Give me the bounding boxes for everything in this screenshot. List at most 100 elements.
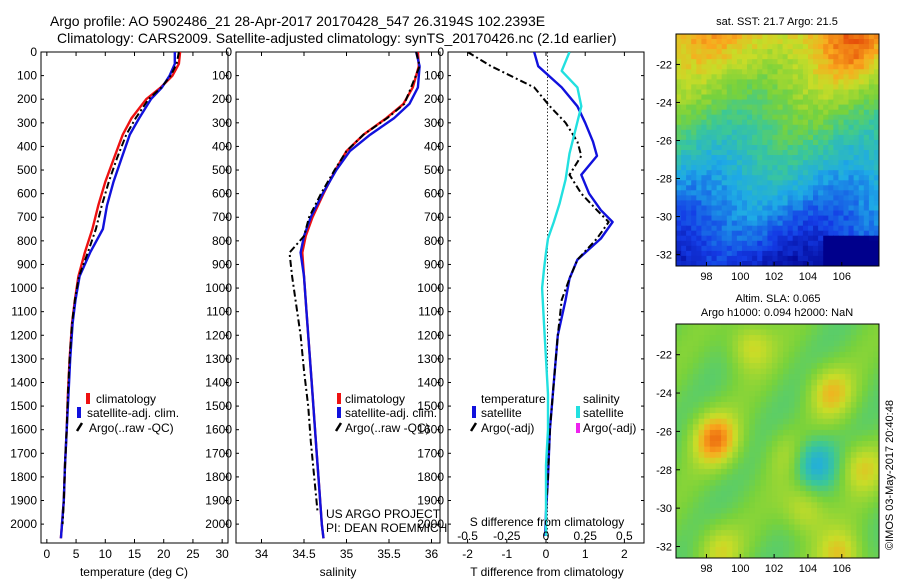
sla-cell bbox=[805, 457, 812, 464]
sla-cell bbox=[676, 346, 683, 353]
sst-cell bbox=[843, 180, 850, 186]
sla-cell bbox=[698, 452, 705, 459]
sla-cell bbox=[856, 435, 863, 442]
sst-cell bbox=[716, 165, 723, 171]
sla-cell bbox=[817, 407, 824, 414]
sst-cell bbox=[802, 74, 809, 80]
sla-cell bbox=[692, 374, 700, 381]
sst-cell bbox=[706, 240, 713, 247]
legend-swatch-satellite bbox=[337, 407, 341, 418]
sla-cell bbox=[805, 541, 812, 548]
sst-cell bbox=[706, 170, 713, 176]
sla-cell bbox=[698, 491, 705, 498]
sla-cell bbox=[771, 457, 779, 464]
sst-cell bbox=[721, 64, 728, 70]
sla-cell bbox=[749, 379, 756, 386]
sst-cell bbox=[752, 69, 758, 75]
sst-cell bbox=[686, 230, 692, 237]
sst-cell bbox=[762, 109, 768, 116]
sla-cell bbox=[777, 485, 784, 492]
sla-cell bbox=[771, 390, 779, 398]
sst-cell bbox=[742, 79, 748, 85]
sst-cell bbox=[848, 150, 855, 156]
sla-cell bbox=[754, 346, 762, 353]
sst-cell bbox=[691, 180, 697, 186]
sst-cell bbox=[711, 64, 718, 70]
sla-cell bbox=[862, 524, 869, 531]
sla-cell bbox=[833, 496, 841, 503]
sla-cell bbox=[800, 485, 807, 492]
sla-cell bbox=[704, 351, 711, 359]
sla-cell bbox=[738, 390, 745, 398]
map-x-tick-label: 102 bbox=[765, 271, 783, 283]
sst-cell bbox=[676, 185, 682, 191]
sst-cell bbox=[757, 215, 763, 222]
x-tick-label: 34.5 bbox=[292, 547, 316, 561]
sla-cell bbox=[709, 429, 716, 437]
sla-cell bbox=[862, 357, 869, 364]
sla-cell bbox=[760, 463, 767, 470]
sla-cell bbox=[856, 502, 863, 509]
header-line-1: Argo profile: AO 5902486_21 28-Apr-2017 … bbox=[50, 13, 545, 29]
sst-cell bbox=[863, 165, 870, 171]
sst-cell bbox=[752, 230, 758, 237]
sst-cell bbox=[782, 210, 789, 217]
sst-cell bbox=[757, 210, 763, 217]
sst-cell bbox=[676, 261, 682, 266]
sla-cell bbox=[732, 413, 739, 420]
sla-cell bbox=[856, 402, 863, 409]
sst-cell bbox=[787, 124, 794, 131]
sla-cell bbox=[766, 552, 773, 558]
sst-cell bbox=[777, 160, 784, 166]
sst-cell bbox=[767, 145, 774, 151]
sla-cell bbox=[800, 535, 807, 542]
sla-cell bbox=[850, 496, 857, 503]
sla-cell bbox=[738, 502, 745, 509]
sst-cell bbox=[833, 165, 839, 171]
sst-cell bbox=[818, 195, 824, 201]
sla-cell bbox=[811, 541, 818, 548]
sst-cell bbox=[828, 235, 834, 242]
sst-cell bbox=[818, 230, 824, 237]
sst-cell bbox=[752, 139, 758, 146]
sst-cell bbox=[747, 99, 753, 106]
sst-cell bbox=[726, 54, 733, 60]
sla-cell bbox=[687, 363, 694, 370]
sst-cell bbox=[853, 180, 860, 186]
sla-cell bbox=[828, 329, 835, 336]
sst-cell bbox=[772, 235, 779, 242]
sla-cell bbox=[698, 424, 705, 431]
sla-cell bbox=[709, 379, 716, 386]
sst-cell bbox=[873, 59, 879, 65]
sst-cell bbox=[716, 240, 723, 247]
sla-cell bbox=[800, 524, 807, 531]
sla-cell bbox=[687, 535, 694, 542]
sla-cell bbox=[743, 530, 750, 537]
sla-cell bbox=[833, 390, 841, 398]
sst-cell bbox=[873, 44, 879, 50]
sla-cell bbox=[766, 441, 773, 448]
sla-cell bbox=[709, 441, 716, 448]
sst-cell bbox=[736, 94, 743, 101]
sst-cell bbox=[686, 165, 692, 171]
sst-cell bbox=[848, 89, 855, 96]
sla-cell bbox=[811, 535, 818, 542]
sla-cell bbox=[817, 496, 824, 503]
sst-cell bbox=[813, 235, 819, 242]
sla-cell bbox=[845, 524, 852, 531]
depth-tick-label: 1400 bbox=[417, 375, 444, 389]
sla-cell bbox=[721, 402, 728, 409]
sst-cell bbox=[747, 175, 753, 181]
sst-cell bbox=[828, 89, 834, 96]
sst-cell bbox=[813, 34, 819, 40]
sst-cell bbox=[752, 190, 758, 196]
sst-cell bbox=[726, 39, 733, 45]
sla-cell bbox=[828, 496, 835, 503]
map-x-tick-label: 100 bbox=[731, 271, 749, 283]
sst-cell bbox=[706, 64, 713, 70]
sla-cell bbox=[783, 368, 790, 375]
sst-cell bbox=[797, 240, 804, 247]
sla-cell bbox=[856, 491, 863, 498]
sla-cell bbox=[822, 435, 829, 442]
sst-cell bbox=[762, 155, 768, 161]
